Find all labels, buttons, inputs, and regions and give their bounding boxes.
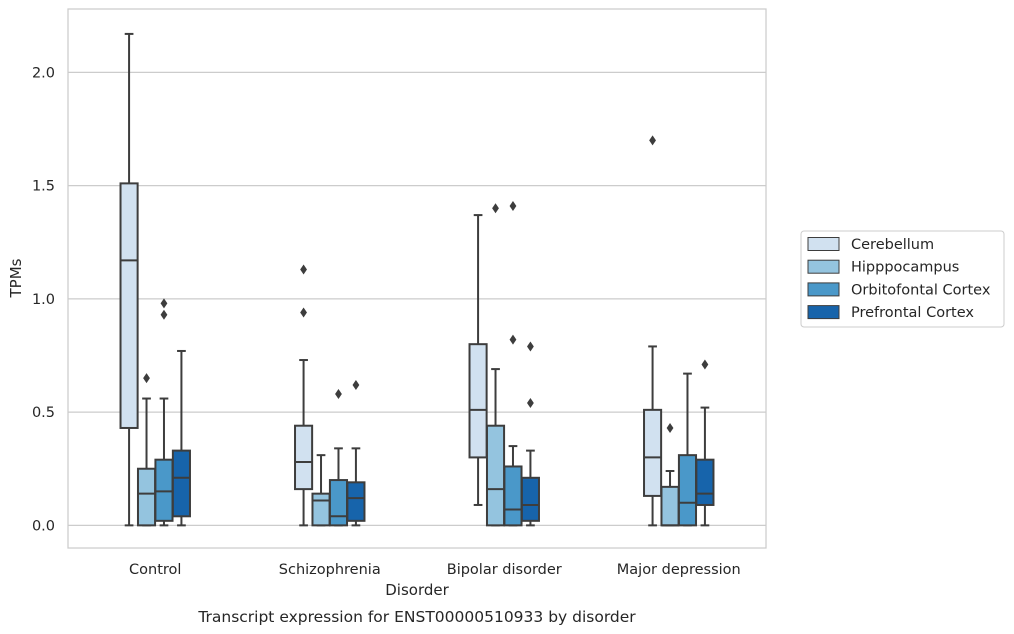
outlier-point [666,422,674,433]
iqr-box [119,182,139,429]
y-tick-label: 2.0 [32,65,55,81]
box-bipolar-disorder-hipppocampus [485,203,506,527]
box-schizophrenia-cerebellum [294,264,314,527]
x-axis-label: Disorder [385,581,449,599]
x-tick-label: Bipolar disorder [447,562,562,578]
outlier-point [335,389,342,399]
y-axis-label: TPMs [7,258,25,298]
legend-swatch [807,282,840,297]
box-major-depression-hipppocampus [660,422,680,527]
iqr-box [328,479,349,527]
y-tick-label: 0.5 [32,405,55,421]
legend-label: Cerebellum [851,237,934,253]
iqr-box [660,485,680,527]
iqr-box [136,467,157,527]
box-control-prefrontal-cortex [171,349,191,527]
y-axis-ticks: 0.0 0.5 1.0 1.5 2.0 [32,65,55,534]
box-plot-area [119,32,715,527]
y-tick-label: 0.0 [32,518,55,534]
box-control-hipppocampus [136,373,157,527]
box-major-depression-prefrontal-cortex [695,359,715,527]
iqr-box [311,492,331,527]
iqr-box [677,454,698,527]
iqr-box [171,449,191,518]
iqr-box [294,424,314,491]
legend-frame [800,230,1005,328]
legend-swatch [807,237,840,251]
iqr-box [485,424,506,527]
legend-swatch [807,305,840,320]
box-major-depression-cerebellum [643,135,663,527]
legend-label: Hipppocampus [851,260,959,276]
outlier-point [300,264,307,275]
outlier-point [160,309,168,320]
y-tick-label: 1.0 [32,292,55,308]
outlier-point [300,307,307,318]
box-bipolar-disorder-orbitofontal-cortex [503,201,523,527]
legend: Cerebellum Hipppocampus Orbitofontal Corte… [800,230,1005,328]
legend-label: Prefrontal Cortex [851,305,974,321]
box-schizophrenia-prefrontal-cortex [346,379,366,527]
outlier-point [509,334,517,345]
legend-swatch [807,259,840,274]
outlier-point [509,201,517,212]
outlier-point [527,398,534,409]
box-schizophrenia-hipppocampus [311,454,331,527]
box-control-cerebellum [119,32,139,527]
y-tick-label: 1.5 [32,179,55,195]
iqr-box [503,465,523,527]
outlier-point [701,359,709,370]
iqr-box [695,458,715,506]
outlier-point [352,379,360,390]
iqr-box [154,458,174,522]
x-tick-label: Major depression [617,562,741,578]
outlier-point [143,373,150,384]
box-major-depression-orbitofontal-cortex [677,372,698,527]
iqr-box [643,408,663,497]
box-schizophrenia-orbitofontal-cortex [328,389,349,527]
box-bipolar-disorder-prefrontal-cortex [520,341,540,527]
x-axis-ticks: Control Schizophrenia Bipolar disorder Majo… [129,562,741,578]
iqr-box [520,476,540,522]
x-tick-label: Schizophrenia [279,562,381,578]
box-bipolar-disorder-cerebellum [468,214,488,506]
outlier-point [492,203,499,214]
iqr-box [346,481,366,522]
iqr-box [468,343,488,459]
chart-caption: Transcript expression for ENST0000051093… [197,608,636,626]
outlier-point [160,298,168,309]
outlier-point [649,135,656,146]
legend-label: Orbitofontal Cortex [851,282,991,298]
plot-frame [67,8,767,549]
x-tick-label: Control [129,562,181,578]
outlier-point [527,341,534,352]
